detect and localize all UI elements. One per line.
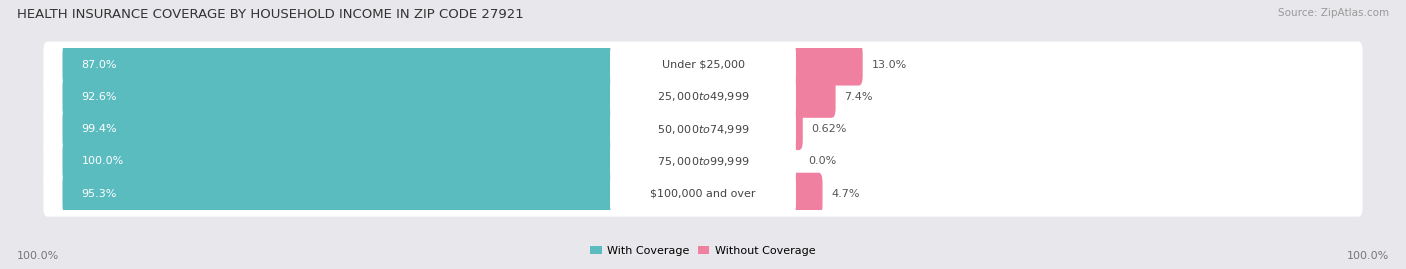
Text: $75,000 to $99,999: $75,000 to $99,999 — [657, 155, 749, 168]
FancyBboxPatch shape — [62, 140, 707, 182]
Text: HEALTH INSURANCE COVERAGE BY HOUSEHOLD INCOME IN ZIP CODE 27921: HEALTH INSURANCE COVERAGE BY HOUSEHOLD I… — [17, 8, 523, 21]
Text: $25,000 to $49,999: $25,000 to $49,999 — [657, 90, 749, 103]
FancyBboxPatch shape — [62, 76, 659, 118]
FancyBboxPatch shape — [62, 173, 676, 215]
FancyBboxPatch shape — [44, 42, 1362, 87]
FancyBboxPatch shape — [610, 108, 796, 150]
FancyBboxPatch shape — [62, 44, 624, 86]
FancyBboxPatch shape — [44, 139, 1362, 184]
Text: 100.0%: 100.0% — [1347, 251, 1389, 261]
FancyBboxPatch shape — [62, 108, 703, 150]
Text: 99.4%: 99.4% — [82, 124, 117, 134]
FancyBboxPatch shape — [610, 44, 796, 86]
Text: 7.4%: 7.4% — [845, 92, 873, 102]
Text: 100.0%: 100.0% — [82, 156, 124, 167]
Text: $50,000 to $74,999: $50,000 to $74,999 — [657, 123, 749, 136]
FancyBboxPatch shape — [792, 108, 803, 150]
Legend: With Coverage, Without Coverage: With Coverage, Without Coverage — [591, 246, 815, 256]
Text: 13.0%: 13.0% — [872, 59, 907, 70]
FancyBboxPatch shape — [792, 76, 835, 118]
Text: 95.3%: 95.3% — [82, 189, 117, 199]
FancyBboxPatch shape — [792, 44, 863, 86]
Text: $100,000 and over: $100,000 and over — [650, 189, 756, 199]
FancyBboxPatch shape — [44, 171, 1362, 217]
Text: Source: ZipAtlas.com: Source: ZipAtlas.com — [1278, 8, 1389, 18]
Text: 4.7%: 4.7% — [831, 189, 860, 199]
Text: 0.0%: 0.0% — [808, 156, 837, 167]
FancyBboxPatch shape — [610, 76, 796, 118]
FancyBboxPatch shape — [44, 106, 1362, 152]
Text: Under $25,000: Under $25,000 — [661, 59, 745, 70]
Text: 92.6%: 92.6% — [82, 92, 117, 102]
Text: 87.0%: 87.0% — [82, 59, 117, 70]
Text: 100.0%: 100.0% — [17, 251, 59, 261]
FancyBboxPatch shape — [610, 140, 796, 182]
Text: 0.62%: 0.62% — [811, 124, 846, 134]
FancyBboxPatch shape — [792, 173, 823, 215]
FancyBboxPatch shape — [44, 74, 1362, 120]
FancyBboxPatch shape — [610, 173, 796, 215]
